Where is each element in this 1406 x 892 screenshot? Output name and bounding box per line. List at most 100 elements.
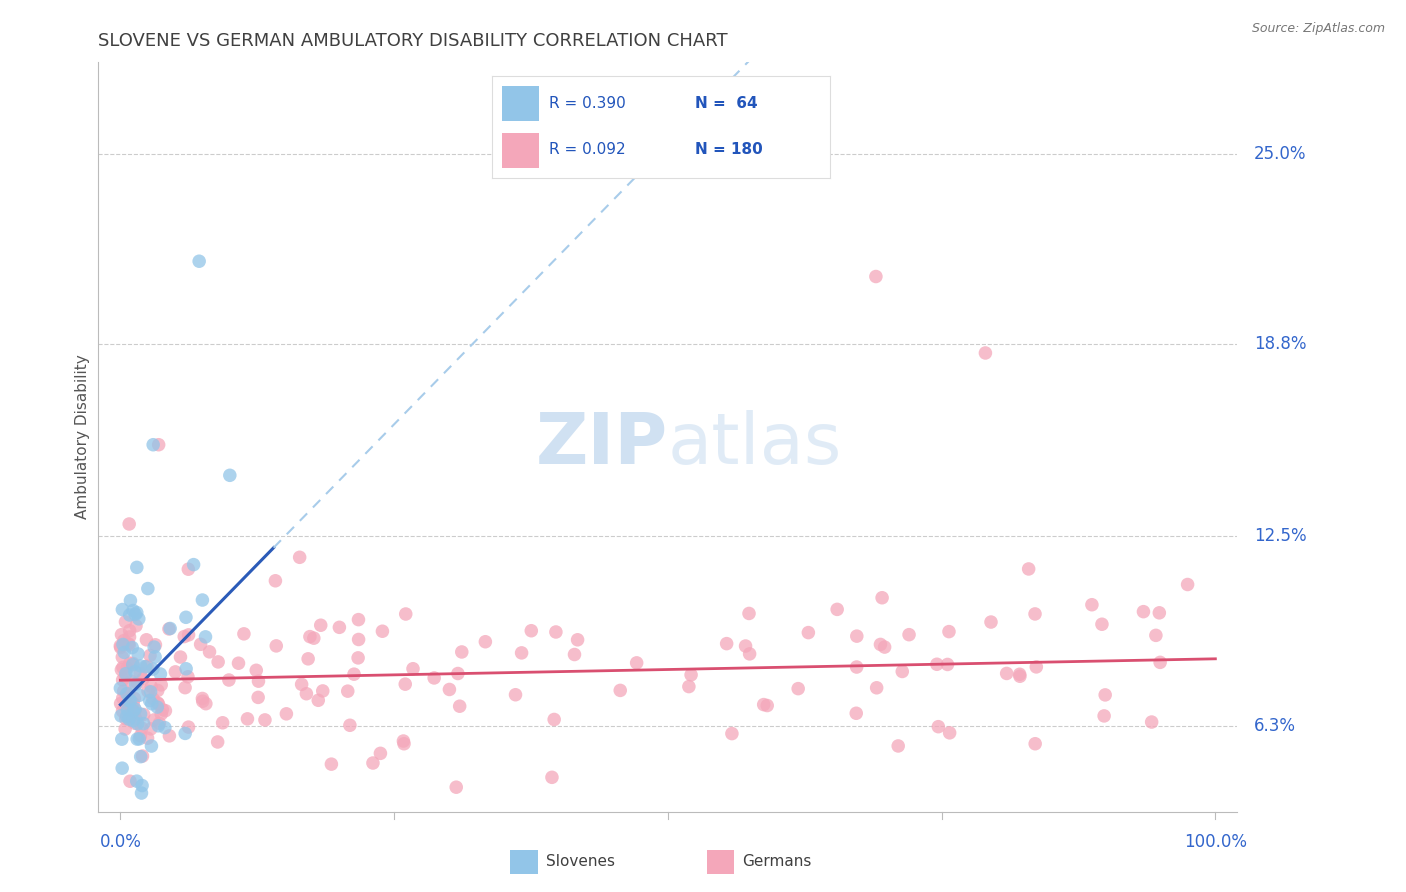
- Point: [721, 726, 744, 740]
- Point: [232, 627, 254, 641]
- Point: [112, 645, 135, 659]
- Point: [127, 676, 149, 690]
- Point: [110, 640, 132, 655]
- Point: [564, 648, 586, 662]
- Point: [291, 677, 314, 691]
- Point: [118, 607, 141, 622]
- Point: [191, 694, 214, 708]
- Point: [392, 737, 415, 751]
- Point: [139, 722, 162, 736]
- Point: [114, 615, 136, 629]
- Point: [394, 677, 416, 691]
- Point: [153, 721, 176, 735]
- Point: [139, 685, 162, 699]
- Point: [938, 726, 960, 740]
- Point: [309, 618, 332, 632]
- Point: [124, 716, 146, 731]
- Point: [198, 645, 221, 659]
- Point: [141, 680, 163, 694]
- Point: [112, 684, 135, 698]
- Point: [177, 670, 200, 684]
- Point: [122, 603, 145, 617]
- Point: [124, 677, 146, 691]
- Point: [188, 254, 211, 268]
- Point: [142, 691, 165, 706]
- Text: 0.0%: 0.0%: [100, 833, 141, 851]
- Bar: [510, 850, 537, 873]
- Point: [247, 674, 270, 689]
- Point: [447, 666, 470, 681]
- Point: [118, 699, 141, 714]
- Point: [347, 613, 370, 627]
- Text: Germans: Germans: [742, 855, 811, 869]
- Point: [118, 630, 141, 644]
- Point: [297, 652, 319, 666]
- Bar: [502, 87, 540, 121]
- Point: [122, 697, 145, 711]
- Text: Source: ZipAtlas.com: Source: ZipAtlas.com: [1251, 22, 1385, 36]
- Point: [183, 558, 205, 572]
- Point: [150, 678, 173, 692]
- Point: [150, 707, 173, 722]
- Point: [121, 702, 143, 716]
- Point: [136, 659, 159, 673]
- Point: [609, 683, 631, 698]
- Point: [157, 622, 180, 636]
- Point: [143, 649, 166, 664]
- Point: [1025, 660, 1047, 674]
- Point: [510, 646, 533, 660]
- Point: [444, 780, 467, 795]
- Point: [114, 722, 136, 736]
- Point: [115, 709, 138, 723]
- Text: atlas: atlas: [668, 410, 842, 479]
- Point: [143, 640, 166, 654]
- Point: [165, 665, 187, 679]
- Point: [347, 632, 370, 647]
- Text: N = 180: N = 180: [695, 142, 762, 157]
- Point: [678, 680, 700, 694]
- Point: [865, 269, 887, 284]
- Point: [307, 693, 329, 707]
- Point: [148, 438, 170, 452]
- Point: [117, 703, 139, 717]
- Point: [124, 702, 146, 716]
- Point: [520, 624, 543, 638]
- Point: [111, 761, 134, 775]
- Point: [110, 697, 132, 711]
- Point: [129, 729, 152, 743]
- Point: [995, 666, 1018, 681]
- Point: [1132, 605, 1154, 619]
- Point: [1024, 607, 1046, 621]
- Point: [626, 656, 648, 670]
- Point: [110, 681, 132, 695]
- Text: R = 0.092: R = 0.092: [550, 142, 626, 157]
- Point: [174, 610, 197, 624]
- Point: [118, 774, 141, 789]
- Point: [845, 629, 868, 643]
- Point: [139, 648, 162, 663]
- Point: [207, 735, 229, 749]
- Point: [402, 662, 425, 676]
- Point: [1092, 709, 1115, 723]
- Point: [111, 602, 134, 616]
- Point: [276, 706, 298, 721]
- Point: [1008, 669, 1031, 683]
- Point: [142, 662, 165, 676]
- Point: [125, 619, 148, 633]
- Point: [120, 694, 142, 708]
- Point: [218, 673, 240, 687]
- Point: [131, 749, 153, 764]
- Point: [136, 582, 159, 596]
- Bar: [502, 133, 540, 168]
- Point: [194, 697, 217, 711]
- Point: [211, 715, 233, 730]
- Point: [114, 670, 136, 684]
- Point: [938, 624, 960, 639]
- Point: [173, 630, 195, 644]
- Point: [148, 716, 170, 731]
- Text: R = 0.390: R = 0.390: [550, 96, 626, 111]
- Point: [567, 632, 589, 647]
- Point: [1094, 688, 1116, 702]
- Point: [114, 712, 136, 726]
- Point: [264, 639, 287, 653]
